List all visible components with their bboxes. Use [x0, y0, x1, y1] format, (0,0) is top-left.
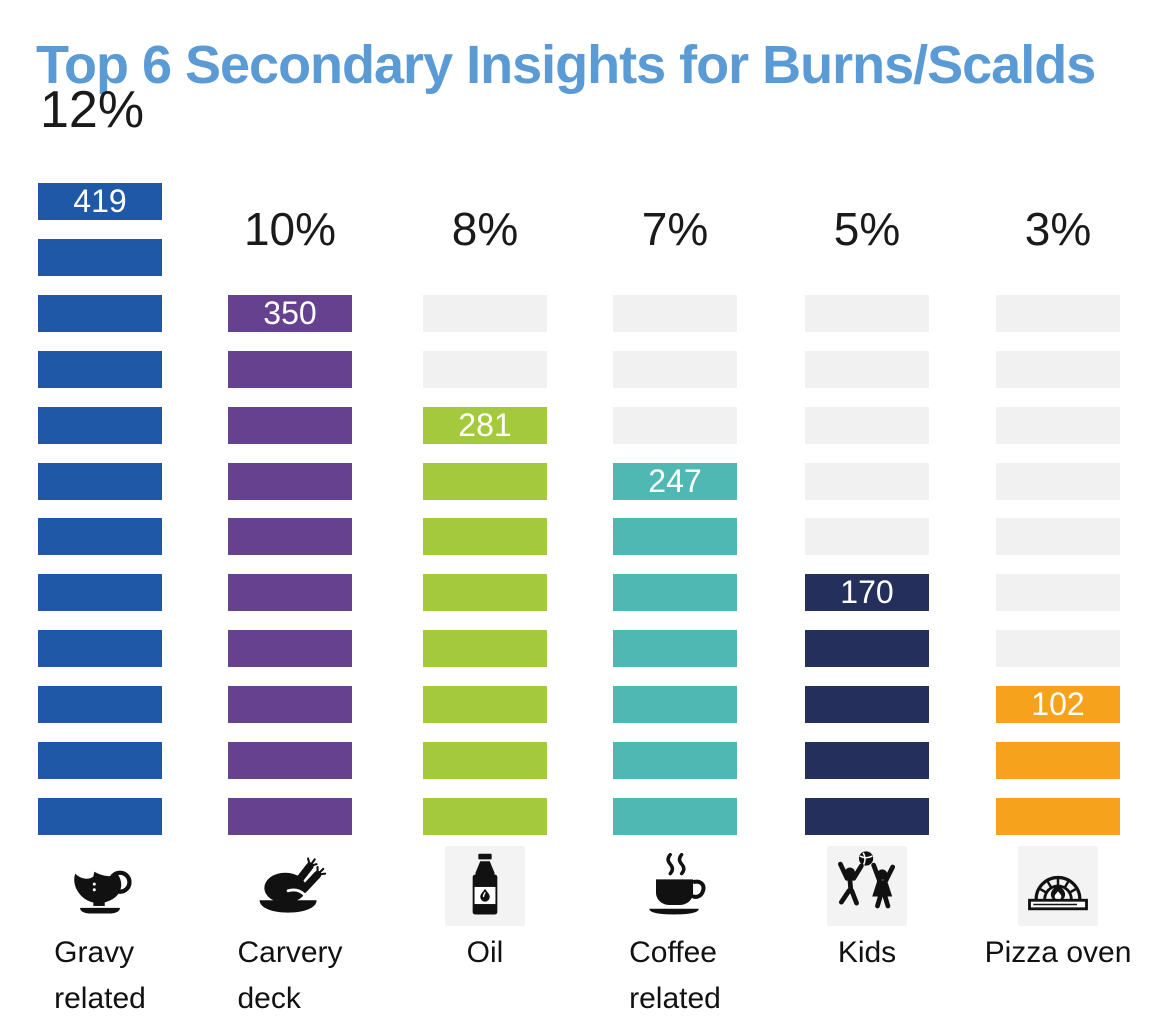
percent-label-pizza-oven: 3% [1024, 203, 1092, 255]
percent-label-kids: 5% [833, 203, 901, 255]
category-label-gravy-related: Gravy related [0, 930, 220, 1022]
bar-segment-coffee-related [613, 518, 737, 555]
bar-segment-pizza-oven [996, 798, 1120, 835]
track-segment-oil [423, 351, 547, 388]
bar-segment-gravy-related [38, 407, 162, 444]
value-label-kids: 170 [840, 574, 894, 610]
bar-segment-carvery-deck [228, 798, 352, 835]
bar-segment-gravy-related [38, 630, 162, 667]
bar-segment-carvery-deck [228, 463, 352, 500]
bar-segment-carvery-deck [228, 742, 352, 779]
bar-segment-oil [423, 518, 547, 555]
bar-segment-gravy-related [38, 463, 162, 500]
track-segment-pizza-oven [996, 574, 1120, 611]
bar-segment-pizza-oven [996, 742, 1120, 779]
track-segment-coffee-related [613, 295, 737, 332]
bar-segment-kids [805, 798, 929, 835]
gravy-boat-icon [60, 846, 140, 926]
percent-label-coffee-related: 7% [641, 203, 709, 255]
bar-segment-gravy-related [38, 798, 162, 835]
kids-icon [827, 846, 907, 926]
bar-segment-carvery-deck [228, 574, 352, 611]
bar-segment-gravy-related [38, 574, 162, 611]
bar-segment-oil [423, 686, 547, 723]
category-label-text: Carvery deck [237, 936, 343, 1015]
value-label-oil: 281 [458, 407, 512, 443]
bar-segment-gravy-related [38, 686, 162, 723]
category-label-text: Coffee related [629, 936, 721, 1015]
track-segment-pizza-oven [996, 407, 1120, 444]
track-segment-oil [423, 295, 547, 332]
bar-segment-oil [423, 798, 547, 835]
bar-segment-carvery-deck [228, 630, 352, 667]
bar-segment-gravy-related [38, 742, 162, 779]
bar-segment-gravy-related [38, 351, 162, 388]
turkey-icon [250, 846, 330, 926]
value-label-coffee-related: 247 [648, 463, 702, 499]
bar-segment-oil [423, 574, 547, 611]
bar-segment-pizza-oven: 102 [996, 686, 1120, 723]
track-segment-kids [805, 351, 929, 388]
track-segment-coffee-related [613, 407, 737, 444]
bar-segment-oil: 281 [423, 407, 547, 444]
category-label-oil: Oil [365, 930, 605, 976]
bar-segment-oil [423, 463, 547, 500]
track-segment-pizza-oven [996, 295, 1120, 332]
bar-segment-kids [805, 686, 929, 723]
category-label-coffee-related: Coffee related [555, 930, 795, 1022]
coffee-cup-icon [635, 846, 715, 926]
bar-segment-gravy-related [38, 295, 162, 332]
bar-segment-carvery-deck [228, 407, 352, 444]
bar-segment-oil [423, 742, 547, 779]
percent-label-gravy-related: 12% [40, 81, 145, 139]
page-title: Top 6 Secondary Insights for Burns/Scald… [36, 35, 1096, 96]
category-label-text: Gravy related [54, 936, 146, 1015]
bar-segment-kids: 170 [805, 574, 929, 611]
category-label-text: Kids [837, 936, 897, 969]
bar-segment-coffee-related: 247 [613, 463, 737, 500]
value-label-pizza-oven: 102 [1031, 686, 1085, 722]
bar-segment-coffee-related [613, 686, 737, 723]
track-segment-coffee-related [613, 351, 737, 388]
bar-segment-gravy-related [38, 518, 162, 555]
percent-label-carvery-deck: 10% [243, 203, 337, 255]
bar-segment-coffee-related [613, 742, 737, 779]
track-segment-pizza-oven [996, 351, 1120, 388]
bar-segment-carvery-deck [228, 518, 352, 555]
bar-segment-carvery-deck: 350 [228, 295, 352, 332]
value-label-gravy-related: 419 [73, 183, 127, 219]
bar-segment-coffee-related [613, 574, 737, 611]
bar-segment-carvery-deck [228, 351, 352, 388]
bar-segment-coffee-related [613, 630, 737, 667]
track-segment-pizza-oven [996, 463, 1120, 500]
track-segment-kids [805, 407, 929, 444]
track-segment-kids [805, 295, 929, 332]
category-label-kids: Kids [747, 930, 987, 976]
bar-segment-gravy-related [38, 239, 162, 276]
bar-segment-oil [423, 630, 547, 667]
bar-segment-kids [805, 742, 929, 779]
pizza-oven-icon [1018, 846, 1098, 926]
bar-segment-coffee-related [613, 798, 737, 835]
value-label-carvery-deck: 350 [263, 295, 317, 331]
track-segment-kids [805, 463, 929, 500]
percent-label-oil: 8% [451, 203, 519, 255]
bar-segment-carvery-deck [228, 686, 352, 723]
category-label-text: Pizza oven [984, 936, 1132, 969]
category-label-pizza-oven: Pizza oven [938, 930, 1172, 976]
track-segment-pizza-oven [996, 518, 1120, 555]
oil-bottle-icon [445, 846, 525, 926]
bar-segment-gravy-related: 419 [38, 183, 162, 220]
category-label-text: Oil [466, 936, 504, 969]
track-segment-kids [805, 518, 929, 555]
category-label-carvery-deck: Carvery deck [170, 930, 410, 1022]
bar-segment-kids [805, 630, 929, 667]
track-segment-pizza-oven [996, 630, 1120, 667]
